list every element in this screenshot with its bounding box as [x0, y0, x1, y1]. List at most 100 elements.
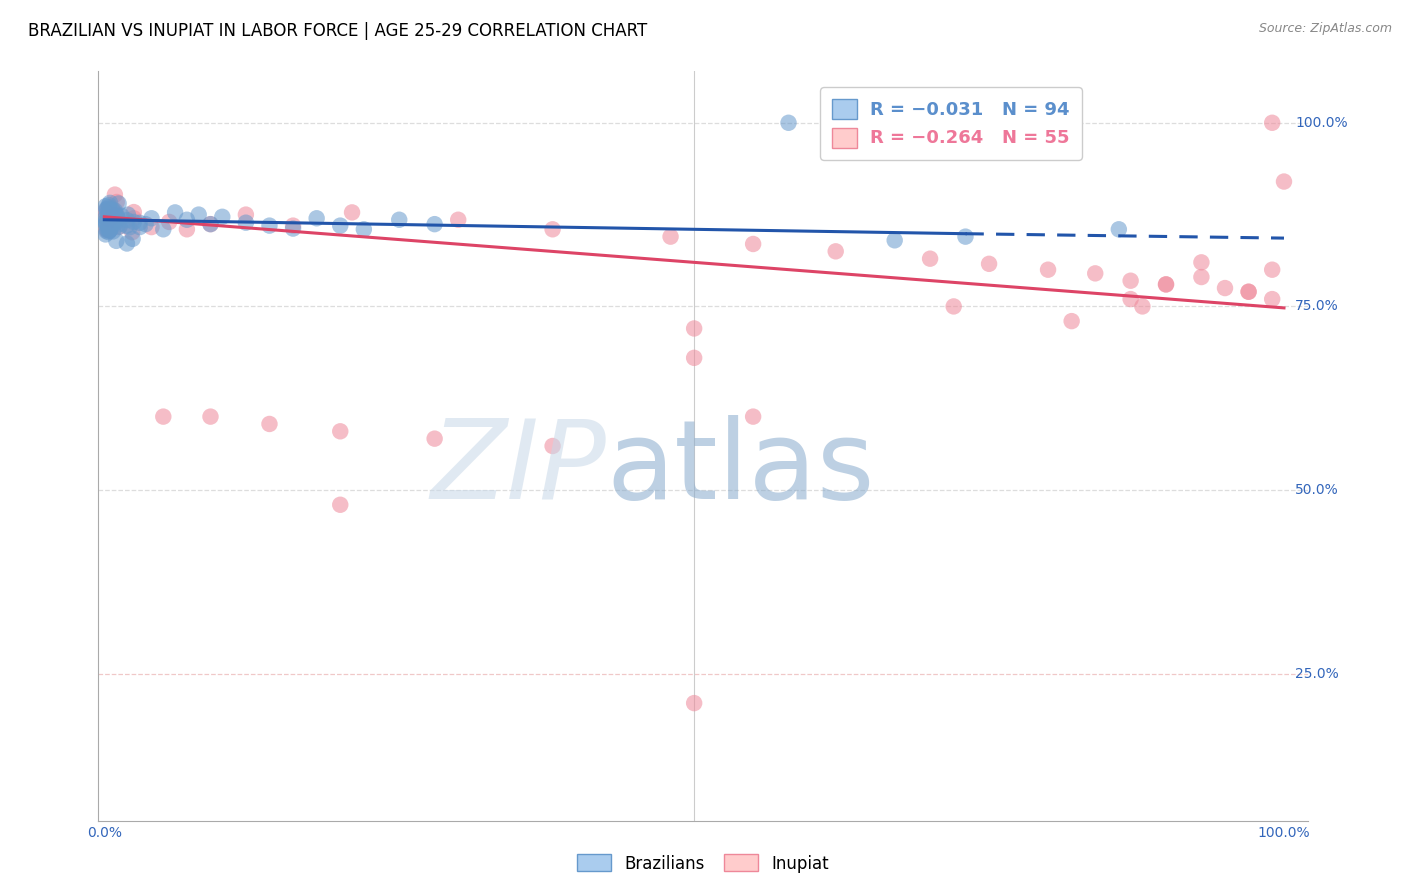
- Point: [329, 219, 352, 233]
- Point: [110, 209, 132, 223]
- Point: [98, 222, 121, 236]
- Point: [107, 196, 129, 211]
- Point: [340, 205, 363, 219]
- Point: [259, 417, 281, 431]
- Point: [141, 211, 163, 226]
- Point: [1237, 285, 1260, 299]
- Point: [742, 409, 765, 424]
- Text: ZIP: ZIP: [430, 415, 606, 522]
- Point: [94, 204, 117, 219]
- Point: [1132, 300, 1154, 314]
- Point: [100, 210, 122, 224]
- Point: [122, 211, 145, 226]
- Point: [101, 210, 124, 224]
- Text: BRAZILIAN VS INUPIAT IN LABOR FORCE | AGE 25-29 CORRELATION CHART: BRAZILIAN VS INUPIAT IN LABOR FORCE | AG…: [28, 22, 647, 40]
- Point: [329, 425, 352, 439]
- Point: [97, 198, 120, 212]
- Point: [96, 217, 118, 231]
- Point: [176, 222, 198, 236]
- Point: [107, 211, 129, 225]
- Point: [94, 199, 117, 213]
- Point: [100, 207, 122, 221]
- Point: [104, 203, 127, 218]
- Point: [778, 116, 800, 130]
- Point: [1213, 281, 1236, 295]
- Point: [103, 216, 125, 230]
- Point: [104, 216, 127, 230]
- Point: [423, 217, 446, 231]
- Point: [96, 211, 118, 226]
- Point: [683, 321, 706, 335]
- Point: [152, 409, 174, 424]
- Point: [1084, 266, 1107, 280]
- Legend: Brazilians, Inupiat: Brazilians, Inupiat: [571, 847, 835, 880]
- Point: [1154, 277, 1177, 292]
- Text: 25.0%: 25.0%: [1295, 666, 1339, 681]
- Point: [122, 205, 145, 219]
- Point: [101, 202, 124, 217]
- Point: [96, 224, 118, 238]
- Point: [200, 217, 222, 231]
- Point: [423, 432, 446, 446]
- Point: [1108, 222, 1130, 236]
- Point: [165, 205, 187, 219]
- Point: [305, 211, 328, 226]
- Point: [541, 439, 564, 453]
- Point: [920, 252, 942, 266]
- Point: [97, 225, 120, 239]
- Point: [883, 233, 905, 247]
- Point: [100, 217, 122, 231]
- Point: [98, 195, 121, 210]
- Point: [98, 223, 121, 237]
- Point: [98, 223, 121, 237]
- Point: [96, 223, 118, 237]
- Point: [541, 222, 564, 236]
- Point: [200, 217, 222, 231]
- Point: [121, 225, 143, 239]
- Point: [100, 211, 122, 226]
- Point: [200, 409, 222, 424]
- Point: [1119, 274, 1142, 288]
- Point: [955, 229, 977, 244]
- Point: [97, 200, 120, 214]
- Point: [107, 219, 129, 234]
- Point: [977, 257, 1000, 271]
- Point: [1189, 270, 1212, 285]
- Point: [683, 351, 706, 365]
- Point: [96, 202, 118, 216]
- Point: [105, 210, 128, 224]
- Point: [101, 224, 124, 238]
- Point: [105, 212, 128, 227]
- Point: [98, 212, 121, 227]
- Point: [96, 216, 118, 230]
- Point: [98, 223, 121, 237]
- Point: [94, 227, 117, 242]
- Text: 50.0%: 50.0%: [1295, 483, 1339, 497]
- Point: [942, 300, 965, 314]
- Point: [98, 211, 121, 226]
- Point: [107, 218, 129, 232]
- Point: [96, 223, 118, 237]
- Point: [96, 202, 118, 217]
- Point: [1036, 262, 1059, 277]
- Point: [115, 213, 138, 227]
- Point: [104, 187, 127, 202]
- Point: [98, 214, 121, 228]
- Point: [105, 194, 128, 209]
- Point: [1154, 277, 1177, 292]
- Point: [94, 211, 117, 225]
- Point: [1261, 262, 1284, 277]
- Point: [659, 229, 682, 244]
- Point: [128, 220, 150, 235]
- Point: [152, 222, 174, 236]
- Point: [1261, 116, 1284, 130]
- Point: [97, 208, 120, 222]
- Point: [101, 207, 124, 221]
- Point: [118, 220, 141, 235]
- Point: [117, 208, 139, 222]
- Text: atlas: atlas: [606, 415, 875, 522]
- Point: [1261, 292, 1284, 306]
- Point: [211, 210, 233, 224]
- Text: Source: ZipAtlas.com: Source: ZipAtlas.com: [1258, 22, 1392, 36]
- Point: [235, 208, 257, 222]
